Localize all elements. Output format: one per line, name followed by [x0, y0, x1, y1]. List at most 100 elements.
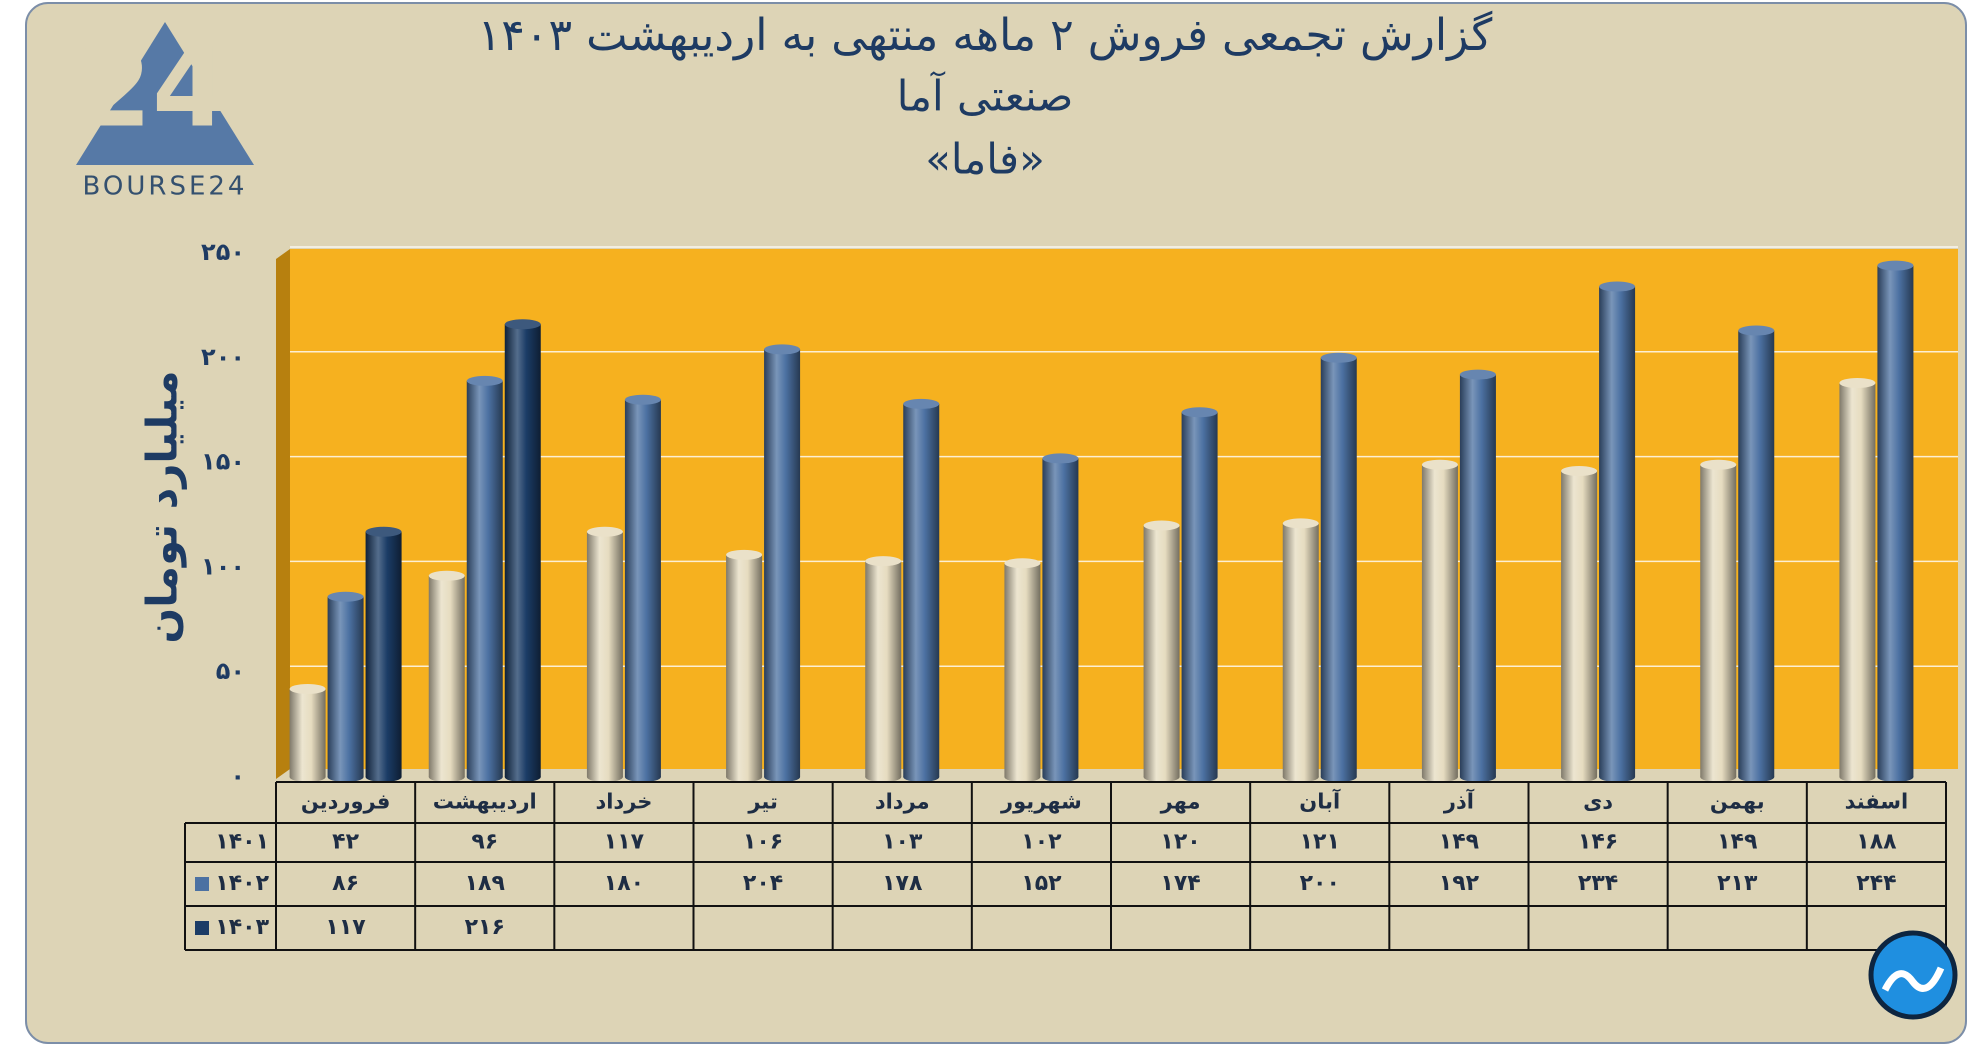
bar-top [726, 549, 763, 560]
bar-top [1282, 518, 1319, 529]
chart-subtitle: «فاما» [925, 135, 1045, 184]
logo-text: BOURSE24 [83, 172, 248, 202]
bar-base [1143, 772, 1180, 782]
bar [1561, 470, 1598, 777]
bar-top [504, 319, 541, 330]
bar-base [865, 772, 902, 782]
bar [1282, 523, 1319, 777]
data-label: ۲۱۶ [465, 915, 505, 940]
data-label: ۲۱۳ [1717, 871, 1758, 896]
x-tick-label: فروردین [301, 790, 391, 814]
bar-top [1738, 325, 1775, 336]
bar-base [1320, 772, 1357, 782]
logo: 24 BOURSE24 [75, 22, 254, 202]
data-label: ۱۰۶ [743, 830, 783, 855]
bar [1421, 464, 1458, 777]
bar [726, 554, 763, 777]
bar-top [289, 683, 326, 694]
bar-base [1421, 772, 1458, 782]
bar-top [1042, 453, 1079, 464]
chart-subtitle: صنعتی آما [897, 71, 1074, 121]
bar [1181, 412, 1218, 777]
data-label: ۲۰۴ [743, 871, 783, 896]
legend-swatch [195, 877, 209, 891]
bar [504, 324, 541, 777]
y-tick-label: ۰ [230, 762, 245, 790]
x-tick-label: دی [1583, 790, 1613, 814]
x-tick-label: مهر [1160, 790, 1201, 814]
data-label: ۱۰۲ [1021, 830, 1062, 855]
data-label: ۱۱۷ [325, 915, 366, 940]
x-tick-label: خرداد [595, 790, 652, 814]
bar-top [1839, 377, 1876, 388]
bar-top [327, 591, 364, 602]
x-tick-label: بهمن [1710, 790, 1765, 814]
data-label: ۱۹۲ [1439, 871, 1480, 896]
y-tick-label: ۲۵۰ [201, 238, 245, 266]
data-label: ۱۷۸ [882, 871, 923, 896]
bar-top [1181, 407, 1218, 418]
legend-label: ۱۴۰۱ [215, 830, 269, 855]
bar-top [1320, 352, 1357, 363]
bar [903, 403, 940, 777]
data-label: ۱۴۹ [1717, 830, 1757, 855]
y-tick-label: ۱۵۰ [201, 448, 245, 476]
data-label: ۱۵۲ [1021, 871, 1062, 896]
bar-base [1561, 772, 1598, 782]
legend-swatch [195, 921, 209, 935]
bar [327, 596, 364, 777]
bar-top [1421, 459, 1458, 470]
bar [624, 399, 661, 777]
y-tick-label: ۲۰۰ [201, 343, 245, 371]
bar-top [466, 375, 503, 386]
bar [1459, 374, 1496, 777]
x-tick-label: اردیبهشت [433, 790, 537, 814]
bar-base [903, 772, 940, 782]
logo-triangle [76, 22, 254, 165]
bar-top [903, 398, 940, 409]
data-label: ۱۰۳ [882, 830, 923, 855]
bar [1738, 330, 1775, 777]
bar [1320, 357, 1357, 777]
bar-base [1700, 772, 1737, 782]
corner-icon [1868, 930, 1958, 1020]
bar-base [1181, 772, 1218, 782]
bar-base [1738, 772, 1775, 782]
bar-top [1877, 260, 1914, 271]
y-tick-label: ۱۰۰ [201, 552, 245, 580]
bar-base [624, 772, 661, 782]
bar-base [1042, 772, 1079, 782]
bar-top [1459, 369, 1496, 380]
data-label: ۴۲ [332, 830, 359, 855]
bar [1599, 286, 1636, 777]
bar-top [865, 556, 902, 567]
bar-base [504, 772, 541, 782]
y-tick-label: ۵۰ [216, 657, 245, 685]
data-label: ۱۴۹ [1439, 830, 1479, 855]
bar-base [1282, 772, 1319, 782]
x-tick-label: تیر [747, 790, 778, 814]
bar-base [289, 772, 326, 782]
y-axis-label: میلیارد تومان [138, 370, 188, 643]
bar-top [365, 526, 402, 537]
data-label: ۲۴۴ [1856, 871, 1896, 896]
bar-base [726, 772, 763, 782]
bar-base [1004, 772, 1041, 782]
bar-top [624, 394, 661, 405]
data-label: ۱۲۱ [1300, 830, 1340, 855]
bar [1004, 563, 1041, 777]
logo-mark: 24 [75, 23, 228, 151]
bar-base [1599, 772, 1636, 782]
bar-top [1143, 520, 1180, 531]
bar-base [466, 772, 503, 782]
bar-top [1700, 459, 1737, 470]
bar-top [1599, 281, 1636, 292]
bar [1877, 265, 1914, 777]
bar-base [764, 772, 801, 782]
x-tick-label: مرداد [875, 790, 930, 814]
bar [466, 380, 503, 777]
bar [1042, 458, 1079, 777]
data-label: ۲۳۴ [1578, 871, 1618, 896]
bar-base [1839, 772, 1876, 782]
